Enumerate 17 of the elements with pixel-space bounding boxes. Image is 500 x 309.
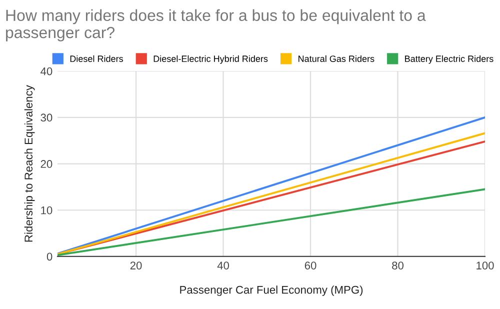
x-tick-label: 80 [392, 262, 404, 270]
y-tick-label: 10 [41, 206, 52, 214]
y-tick-label: 30 [40, 114, 52, 122]
y-tick-label: 40 [40, 67, 52, 76]
x-tick-label: 40 [217, 262, 230, 270]
legend-label: Diesel-Electric Hybrid Riders [154, 55, 268, 64]
x-tick-label: 60 [304, 262, 316, 270]
x-tick-label: 100 [476, 262, 494, 270]
x-axis-title: Passenger Car Fuel Economy (MPG) [180, 286, 363, 296]
legend-label: Battery Electric Riders [405, 55, 494, 64]
chart-title: How many riders does it take for a bus to be equivalent to a passenger car? [6, 9, 426, 42]
y-tick-label: 0 [46, 252, 52, 261]
legend-label: Diesel Riders [70, 55, 123, 62]
x-tick-label: 20 [130, 262, 142, 270]
y-axis-title: Ridership to Reach Equivalency [24, 85, 35, 242]
y-tick-label: 20 [40, 160, 52, 168]
legend-label: Natural Gas Riders [298, 55, 374, 62]
